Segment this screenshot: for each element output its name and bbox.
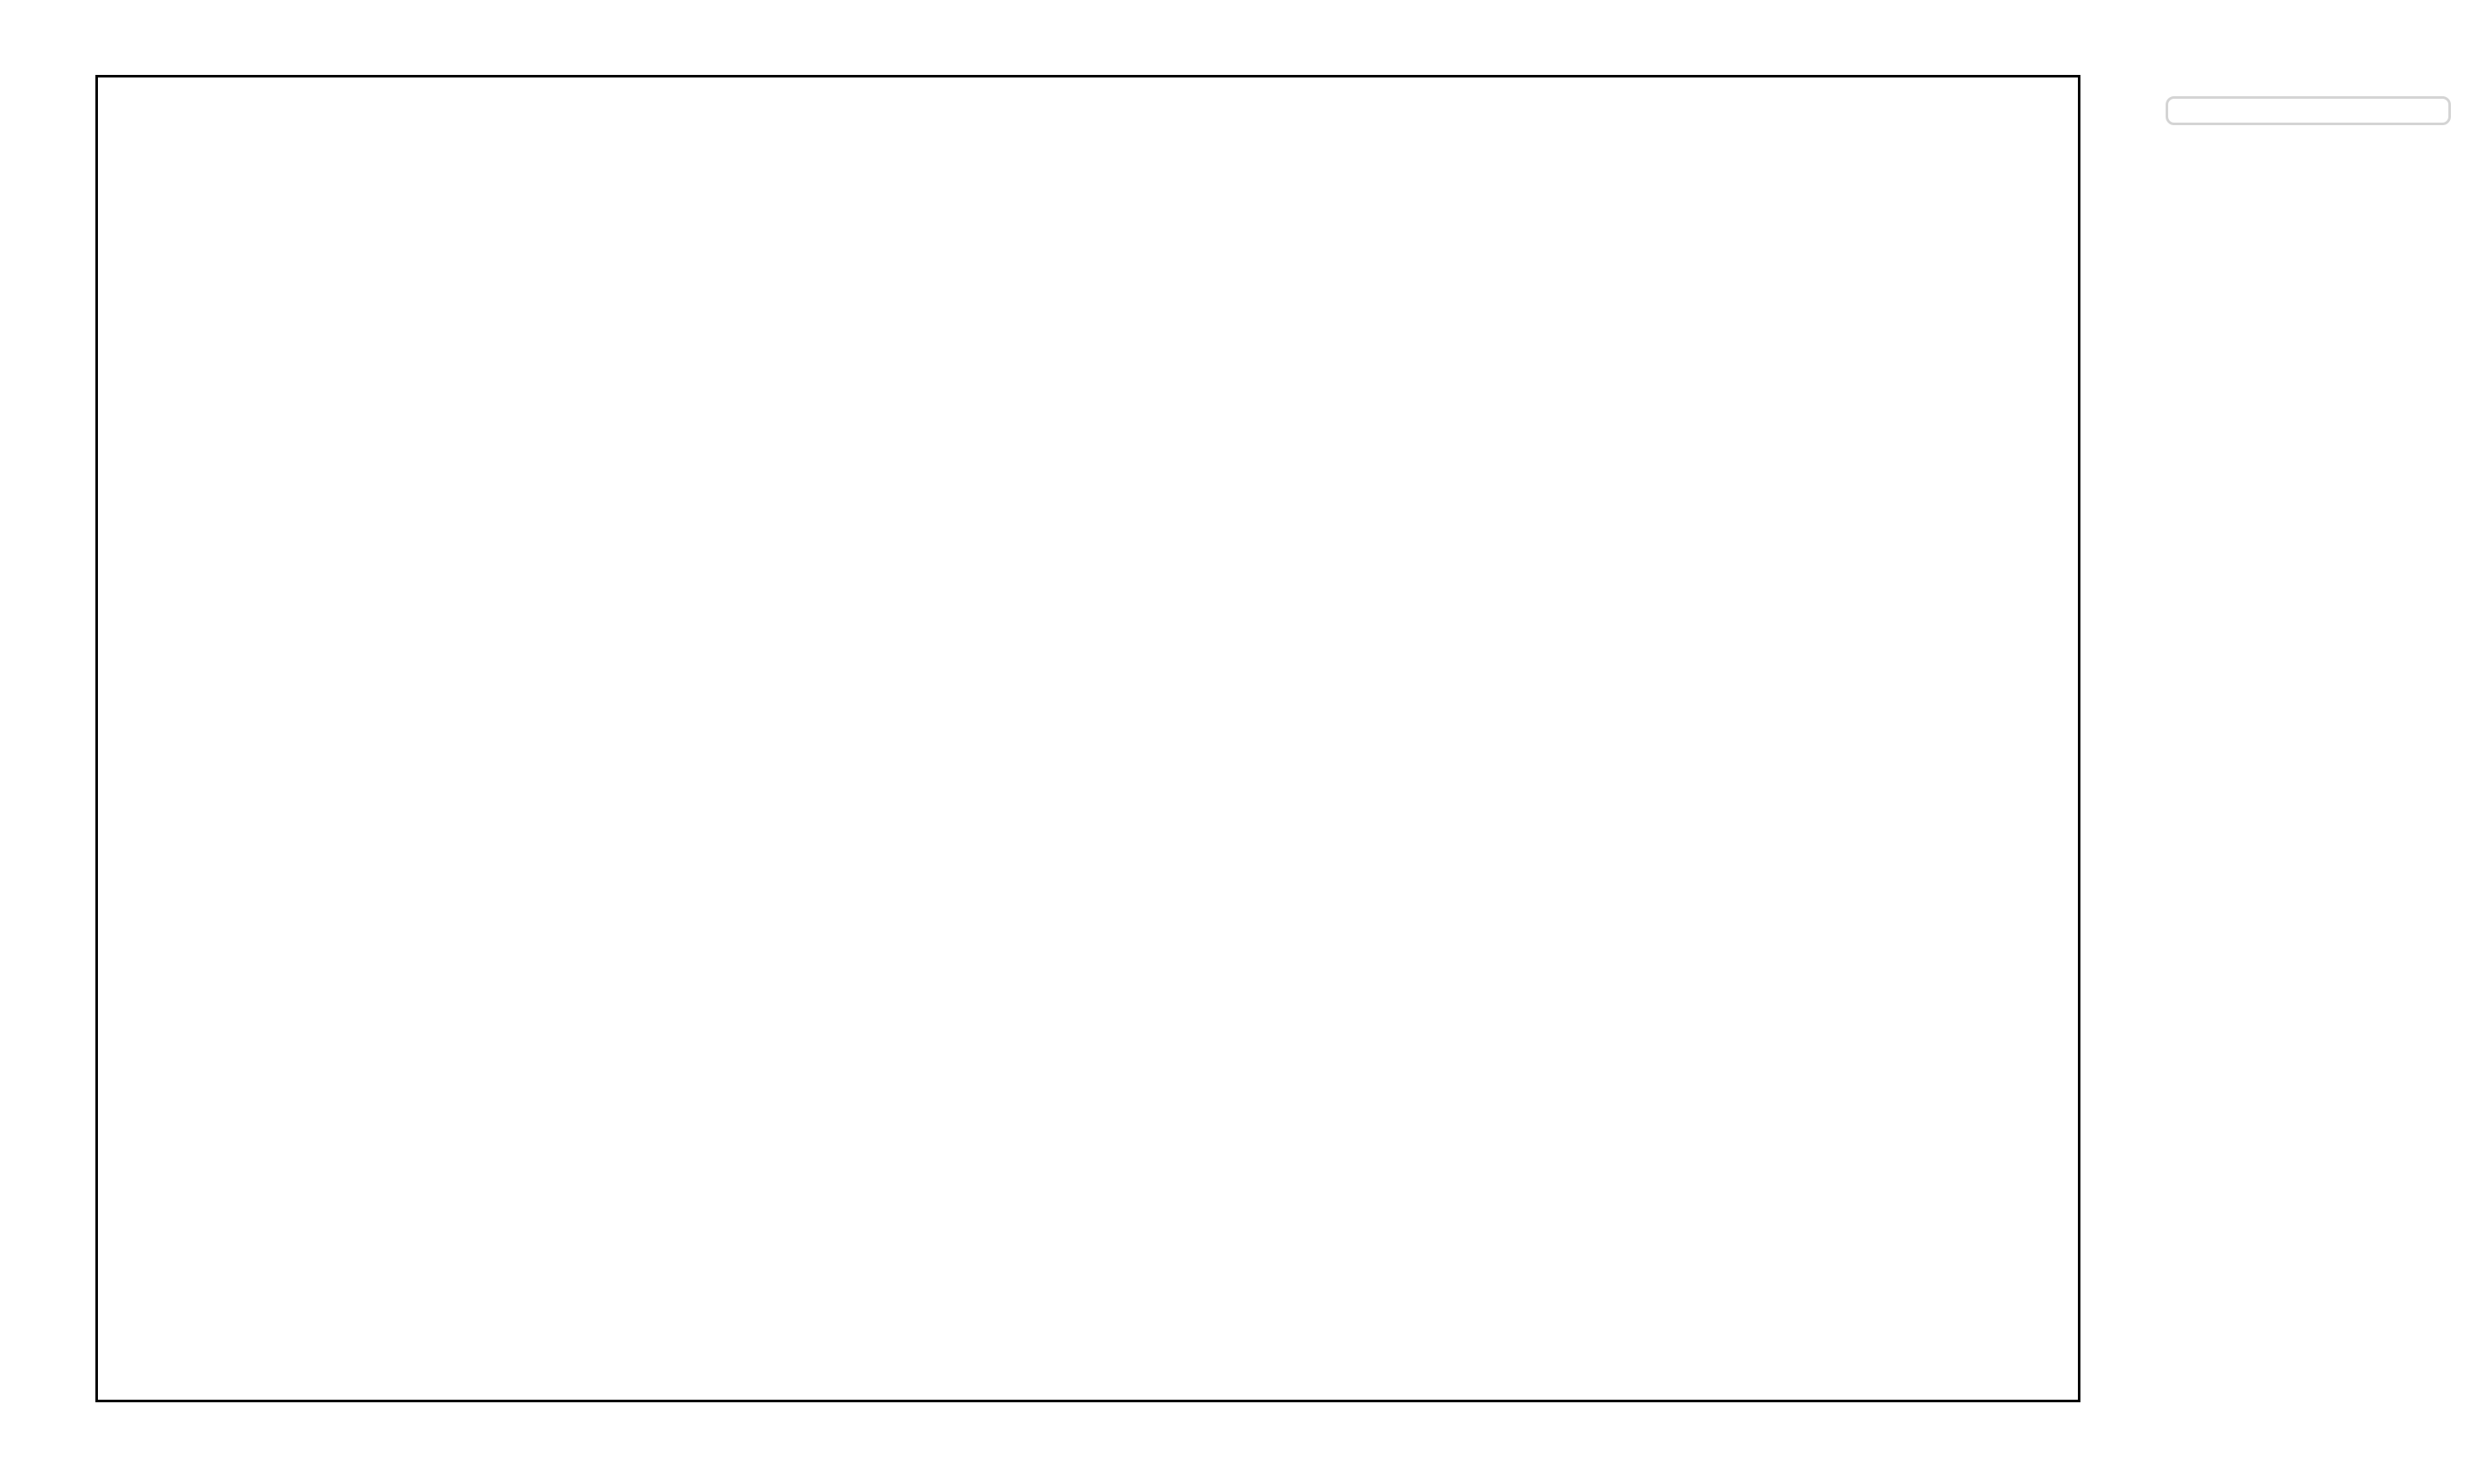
legend	[2166, 96, 2451, 125]
map-plot-area	[95, 75, 2080, 1402]
ukraine-map	[98, 77, 2078, 1400]
